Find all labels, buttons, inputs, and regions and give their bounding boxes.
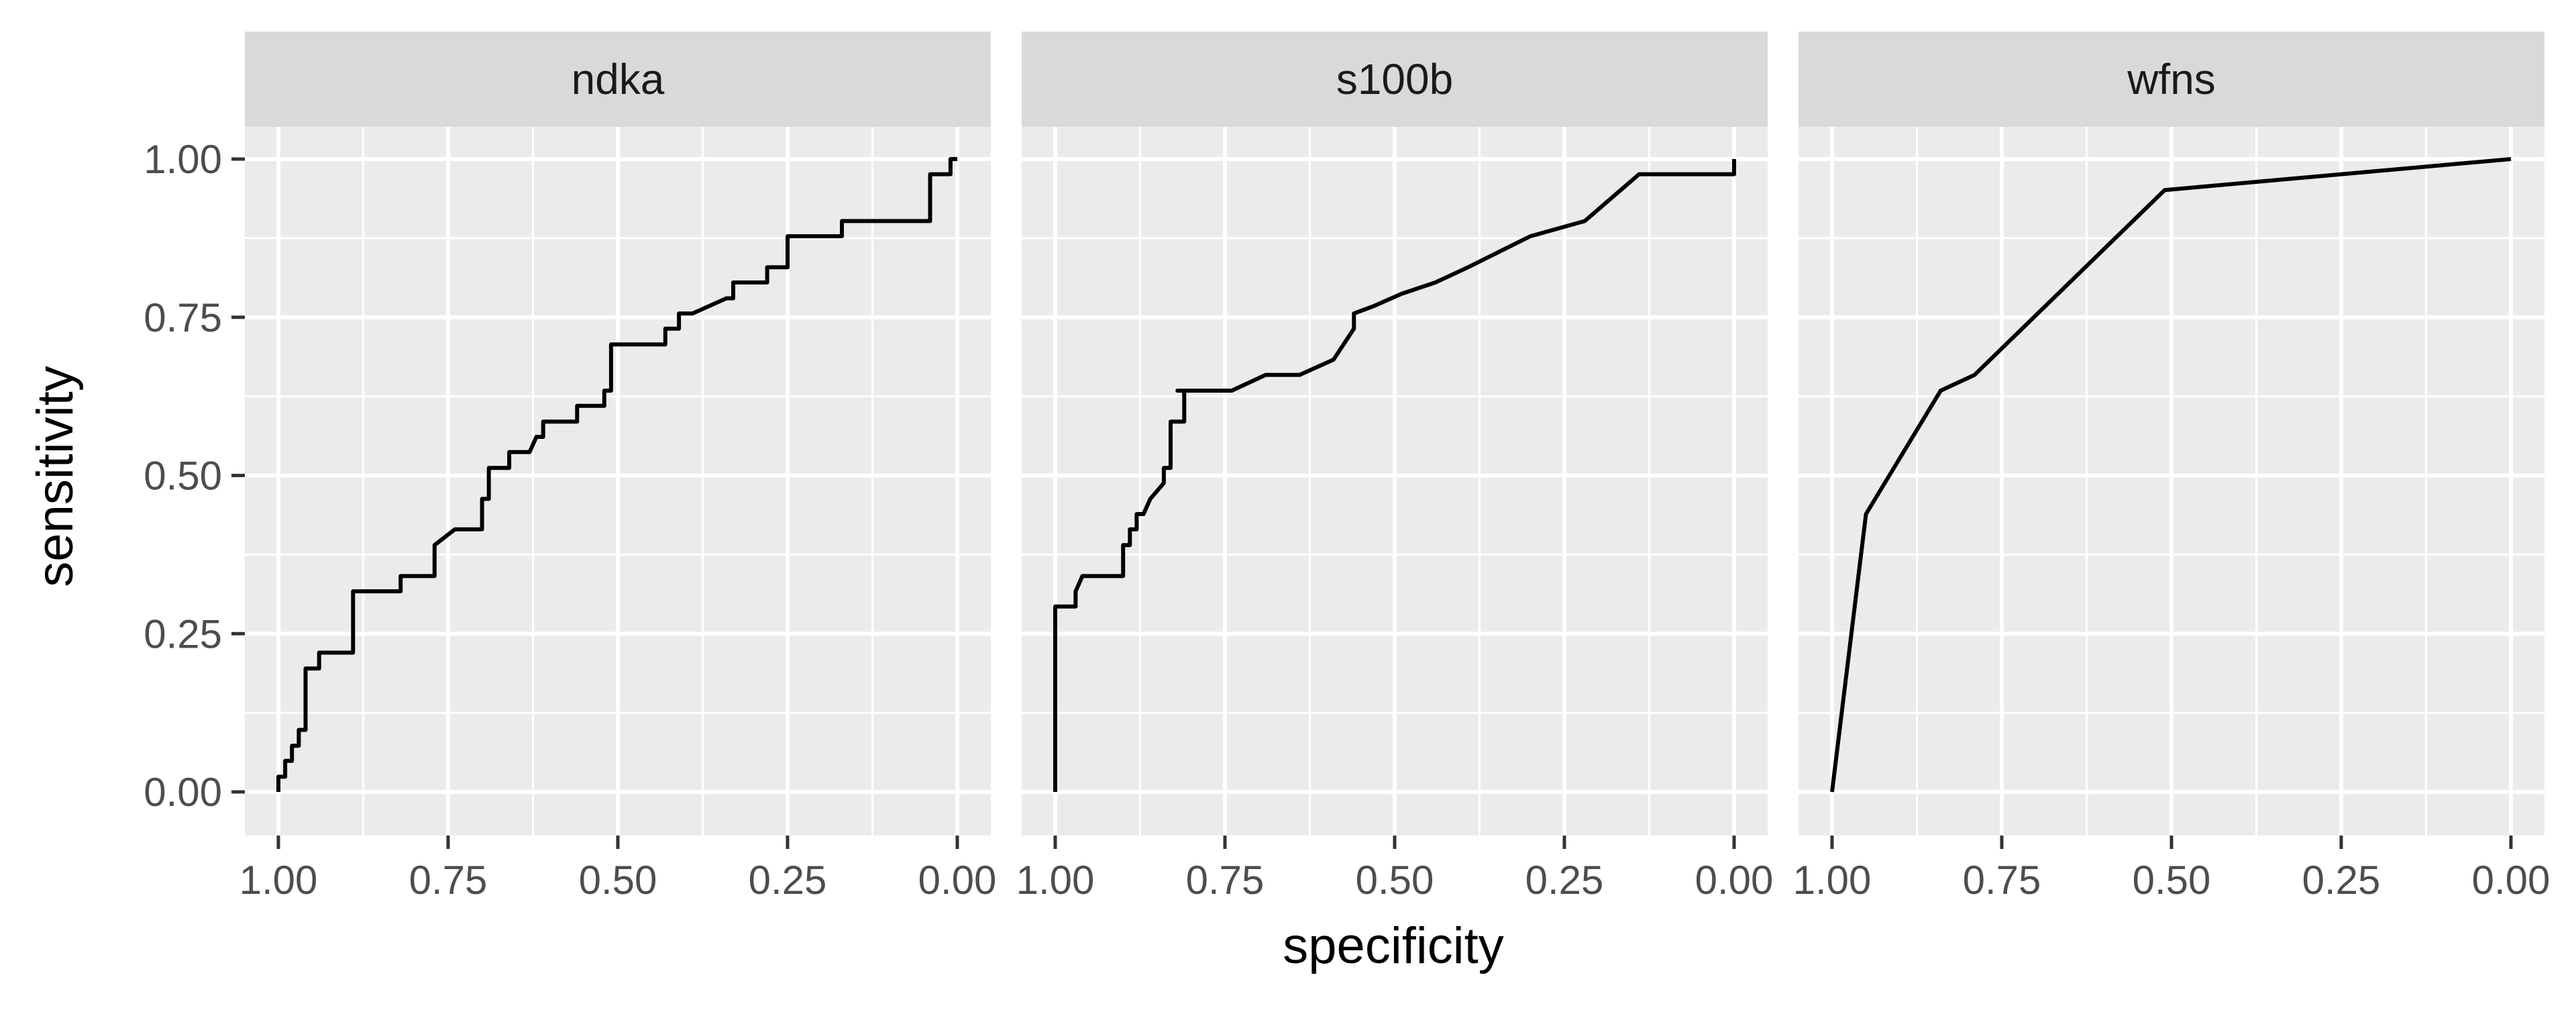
facet-panel-s100b: s100b	[1022, 32, 1768, 836]
x-tick-label: 0.50	[1356, 858, 1434, 903]
x-tick-label: 0.50	[2133, 858, 2211, 903]
facet-label-s100b: s100b	[1336, 55, 1453, 103]
x-tick-label: 0.50	[579, 858, 657, 903]
roc-curve-s100b	[1053, 159, 1736, 792]
x-axis-ndka: 1.00 0.75 0.50 0.25 0.00	[239, 836, 997, 903]
x-tick-label: 0.25	[749, 858, 827, 903]
facet-strip	[1799, 32, 2544, 127]
x-tick-label: 0.75	[1186, 858, 1265, 903]
x-tick-label: 1.00	[1793, 858, 1872, 903]
x-tick-label: 0.00	[918, 858, 997, 903]
x-tick-label: 0.25	[2302, 858, 2381, 903]
y-tick-label: 0.25	[144, 611, 222, 656]
y-tick-label: 0.00	[144, 770, 222, 815]
facet-panel-ndka: ndka	[245, 32, 991, 836]
y-tick-label: 1.00	[144, 137, 222, 182]
facet-strip	[1022, 32, 1768, 127]
x-axis-wfns: 1.00 0.75 0.50 0.25 0.00	[1793, 836, 2551, 903]
facet-panels: ndka s100b wfns	[245, 32, 2544, 836]
x-tick-label: 0.75	[1963, 858, 2041, 903]
major-gridlines	[1022, 127, 1768, 836]
x-tick-label: 0.75	[409, 858, 488, 903]
facet-label-wfns: wfns	[2127, 55, 2216, 103]
x-axis-s100b: 1.00 0.75 0.50 0.25 0.00	[1016, 836, 1774, 903]
x-tick-label: 0.00	[2472, 858, 2551, 903]
x-axes: 1.00 0.75 0.50 0.25 0.00 1.00 0.75 0.50 0.25 0.00…	[239, 836, 2551, 903]
facet-strip	[245, 32, 991, 127]
x-tick-label: 0.25	[1525, 858, 1604, 903]
x-tick-label: 1.00	[1016, 858, 1095, 903]
x-axis-title: specificity	[1283, 917, 1503, 974]
facet-panel-wfns: wfns	[1799, 32, 2544, 836]
y-axis: 0.00 0.25 0.50 0.75 1.00	[144, 137, 245, 815]
y-axis-title: sensitivity	[27, 366, 84, 587]
roc-curve-wfns	[1830, 157, 2512, 793]
x-tick-label: 1.00	[239, 858, 318, 903]
y-tick-label: 0.75	[144, 295, 222, 340]
y-tick-label: 0.50	[144, 454, 222, 499]
facet-label-ndka: ndka	[572, 55, 665, 103]
x-tick-label: 0.00	[1695, 858, 1774, 903]
major-gridlines	[1799, 127, 2544, 836]
major-gridlines	[245, 127, 991, 836]
roc-curve-ndka	[276, 157, 957, 792]
